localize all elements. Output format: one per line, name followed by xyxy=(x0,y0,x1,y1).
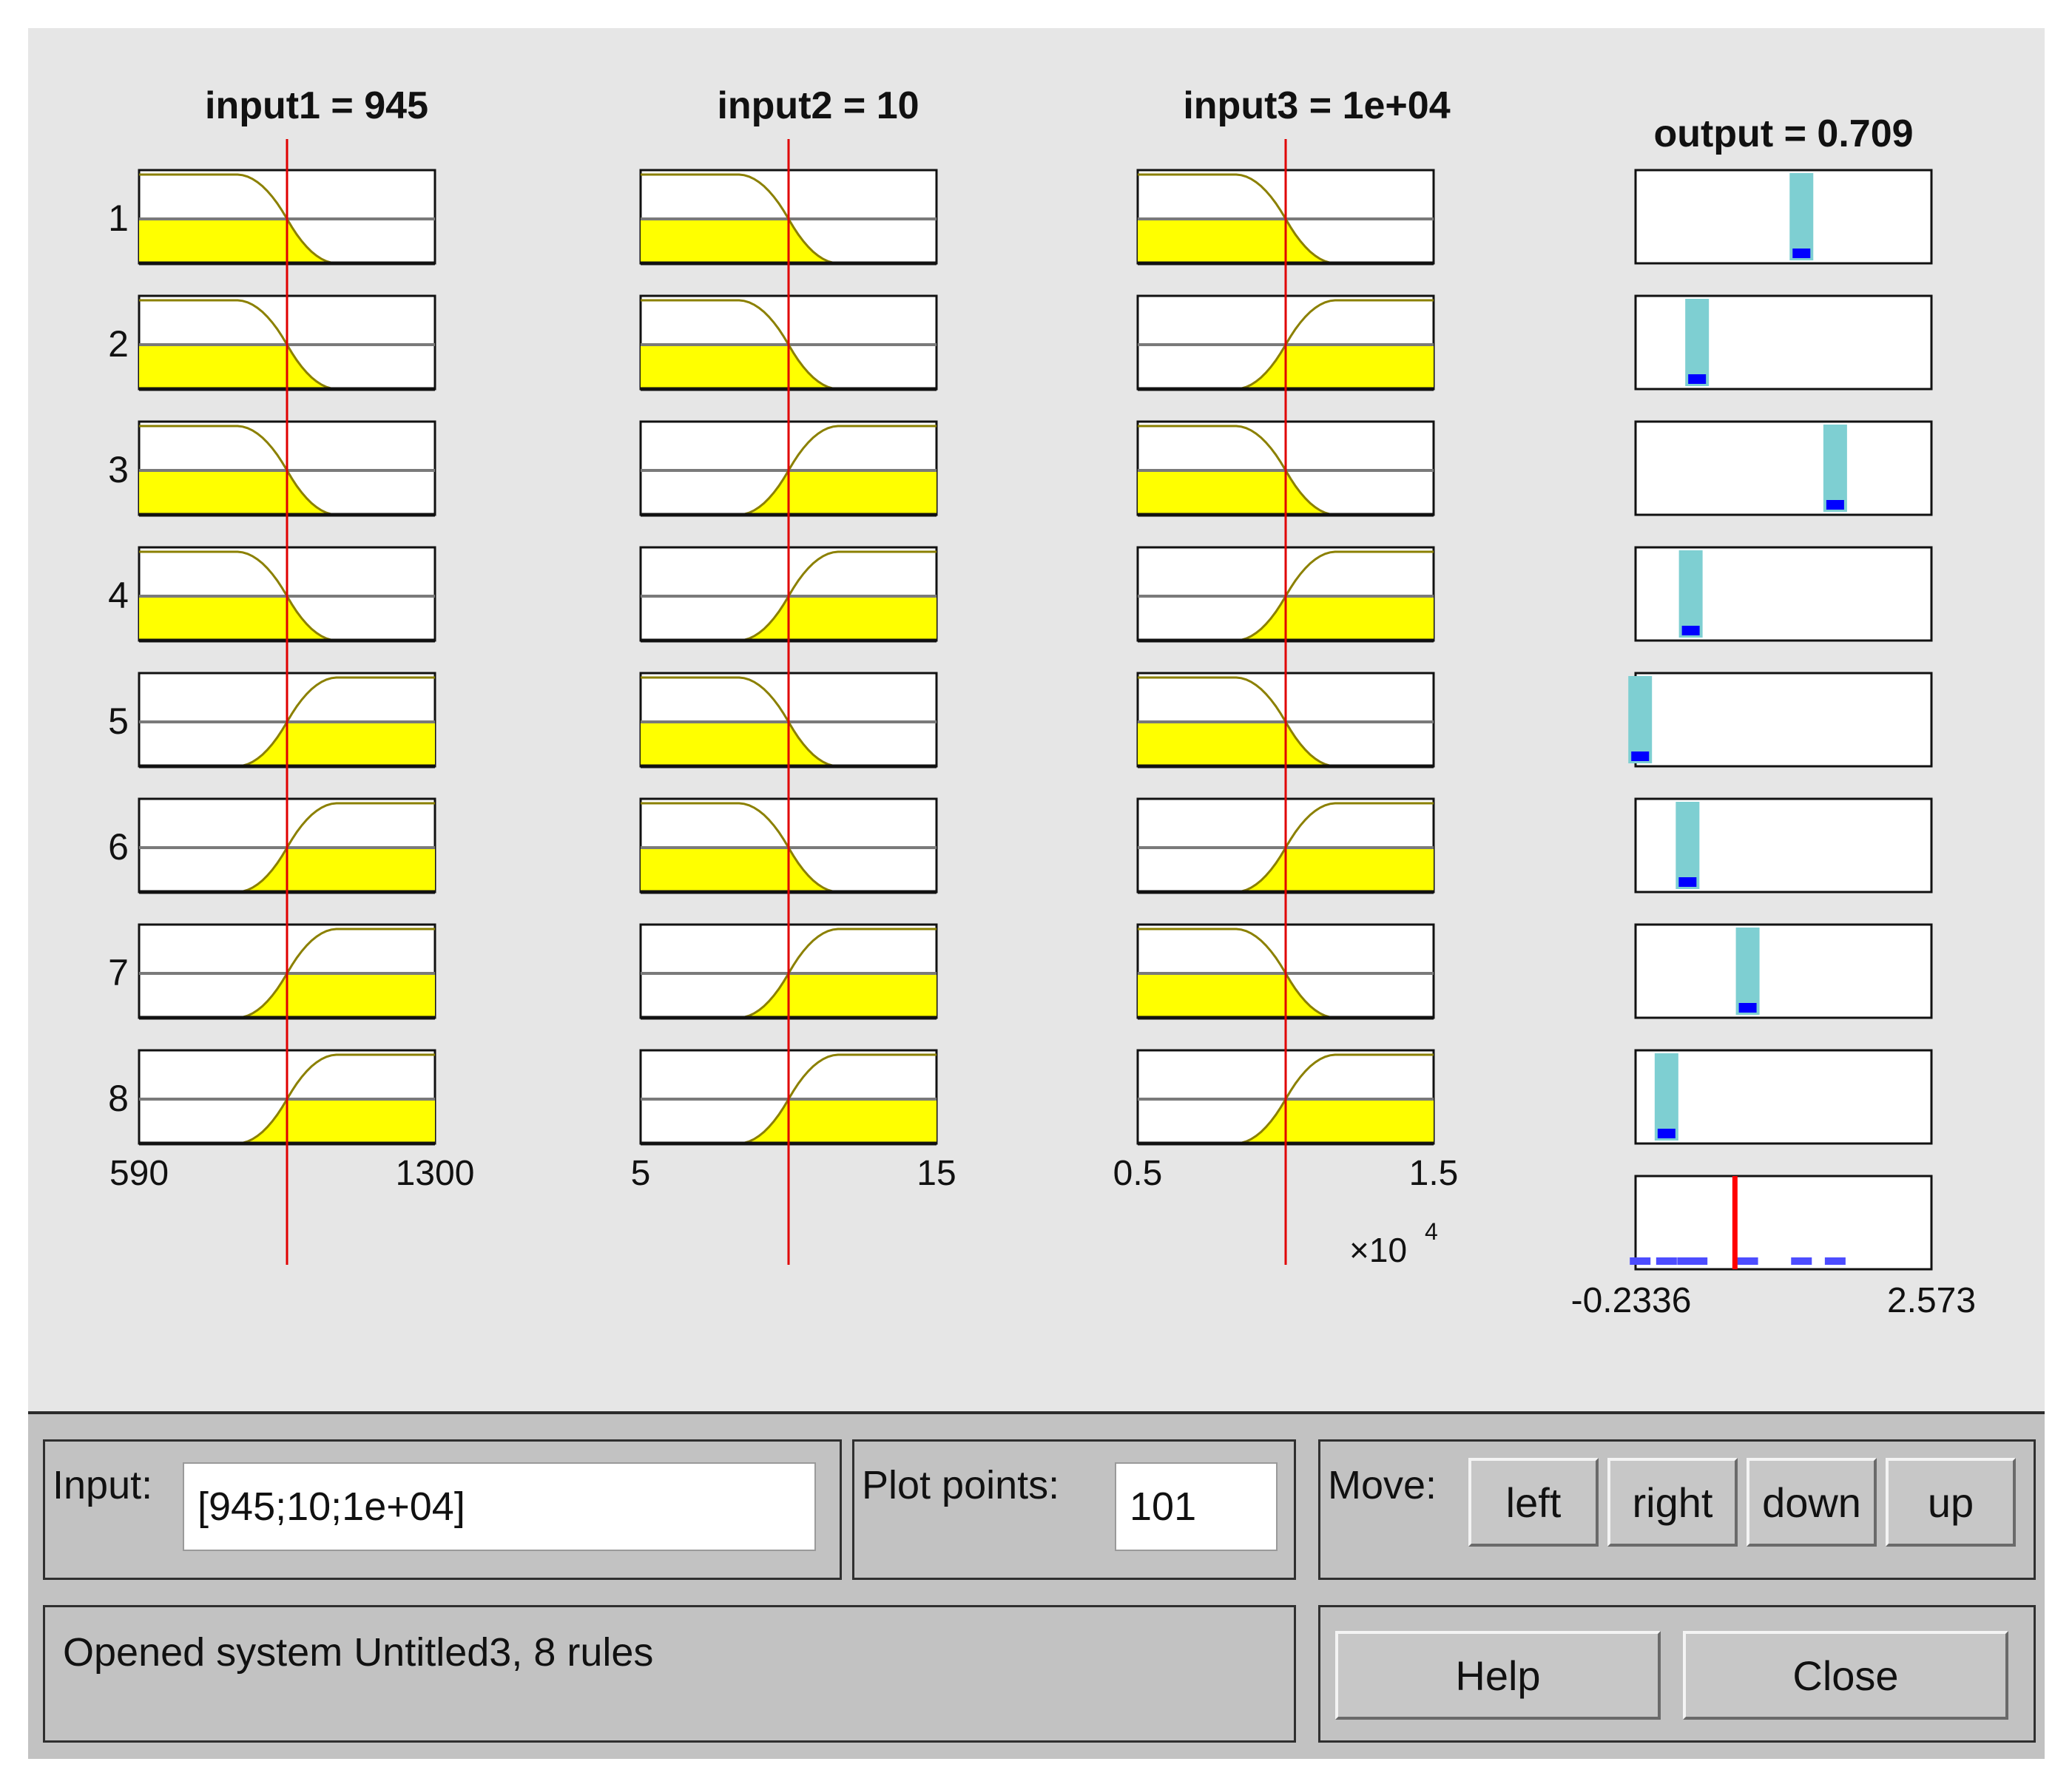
close-button[interactable]: Close xyxy=(1683,1631,2008,1720)
rule-plot-area: input1 = 945 input2 = 10 input3 = 1e+04 out… xyxy=(108,84,1976,1320)
move-label: Move: xyxy=(1328,1463,1437,1507)
output-box-rule3 xyxy=(1634,420,1933,516)
output-box-frame xyxy=(1634,294,1933,391)
rule-viewer-window: input1 = 945 input2 = 10 input3 = 1e+04 out… xyxy=(28,28,2045,1759)
output-consequent-bar xyxy=(1678,550,1703,638)
rule-number: 4 xyxy=(108,575,129,616)
output-box-rule8 xyxy=(1634,1049,1933,1145)
control-panel: Input: Plot points: Move: left right dow… xyxy=(28,1411,2045,1759)
help-close-frame: Help Close xyxy=(1318,1605,2036,1743)
output-consequent-cap xyxy=(1688,374,1707,384)
output-box-frame xyxy=(1634,672,1933,768)
output-box-rule5 xyxy=(1628,672,1933,768)
output-consequent-bar xyxy=(1654,1053,1678,1141)
input2-tick-max: 15 xyxy=(917,1154,956,1193)
output-consequent-cap xyxy=(1678,877,1697,887)
header-input1: input1 = 945 xyxy=(205,84,428,127)
output-consequent-cap xyxy=(1631,751,1650,761)
output-consequent-cap xyxy=(1792,249,1811,258)
output-aggregate-box xyxy=(1630,1175,1933,1271)
move-left-button[interactable]: left xyxy=(1468,1458,1599,1547)
input3-tick-max: 1.5 xyxy=(1409,1154,1459,1193)
output-box-rule1 xyxy=(1634,169,1933,265)
output-box-frame xyxy=(1634,923,1933,1019)
move-frame: Move: left right down up xyxy=(1318,1439,2036,1580)
input1-tick-max: 1300 xyxy=(396,1154,475,1193)
rule-number: 3 xyxy=(108,449,129,490)
input-label: Input: xyxy=(53,1463,153,1507)
input-frame: Input: xyxy=(43,1439,842,1580)
input3-tick-min: 0.5 xyxy=(1113,1154,1163,1193)
aggregate-box-frame xyxy=(1634,1175,1933,1271)
aggregate-segment xyxy=(1791,1257,1812,1265)
move-down-button[interactable]: down xyxy=(1747,1458,1877,1547)
rule-number: 1 xyxy=(108,197,129,239)
output-tick-min: -0.2336 xyxy=(1571,1281,1692,1320)
input3-exponent-label: ×10 xyxy=(1349,1231,1407,1269)
rule-number: 5 xyxy=(108,700,129,742)
header-input3: input3 = 1e+04 xyxy=(1183,84,1450,127)
output-box-rule7 xyxy=(1634,923,1933,1019)
input2-tick-min: 5 xyxy=(631,1154,651,1193)
output-consequent-cap xyxy=(1681,626,1700,635)
output-consequent-bar xyxy=(1676,802,1700,889)
status-text: Opened system Untitled3, 8 rules xyxy=(63,1630,654,1675)
output-box-rule2 xyxy=(1634,294,1933,391)
output-box-frame xyxy=(1634,169,1933,265)
aggregate-segment xyxy=(1656,1257,1677,1265)
rule-number: 8 xyxy=(108,1078,129,1119)
output-consequent-bar xyxy=(1735,928,1760,1015)
input1-tick-min: 590 xyxy=(109,1154,169,1193)
input3-exponent-power: 4 xyxy=(1425,1218,1438,1245)
plot-points-field[interactable] xyxy=(1115,1462,1278,1551)
output-consequent-cap xyxy=(1738,1003,1757,1013)
rule-number: 2 xyxy=(108,323,129,365)
plot-points-frame: Plot points: xyxy=(852,1439,1296,1580)
output-box-rule4 xyxy=(1634,546,1933,642)
output-box-frame xyxy=(1634,1049,1933,1145)
output-box-rule6 xyxy=(1634,797,1933,894)
output-consequent-bar xyxy=(1685,299,1710,386)
aggregate-segment xyxy=(1824,1257,1846,1265)
move-right-button[interactable]: right xyxy=(1607,1458,1738,1547)
output-consequent-cap xyxy=(1657,1129,1676,1138)
plot-points-label: Plot points: xyxy=(862,1463,1060,1507)
output-tick-max: 2.573 xyxy=(1887,1281,1976,1320)
header-output: output = 0.709 xyxy=(1653,112,1913,155)
rule-number: 6 xyxy=(108,826,129,868)
output-consequent-bar xyxy=(1789,173,1814,260)
output-consequent-bar xyxy=(1823,425,1847,512)
rule-number: 7 xyxy=(108,952,129,993)
header-input2: input2 = 10 xyxy=(717,84,919,127)
status-frame: Opened system Untitled3, 8 rules xyxy=(43,1605,1296,1743)
output-consequent-cap xyxy=(1826,500,1844,510)
move-up-button[interactable]: up xyxy=(1886,1458,2016,1547)
help-button[interactable]: Help xyxy=(1335,1631,1661,1720)
aggregate-segment xyxy=(1630,1257,1651,1265)
aggregate-segment xyxy=(1677,1257,1698,1265)
output-box-frame xyxy=(1634,420,1933,516)
output-consequent-bar xyxy=(1628,676,1653,763)
input-vector-field[interactable] xyxy=(183,1462,816,1551)
aggregate-segment xyxy=(1737,1257,1758,1265)
